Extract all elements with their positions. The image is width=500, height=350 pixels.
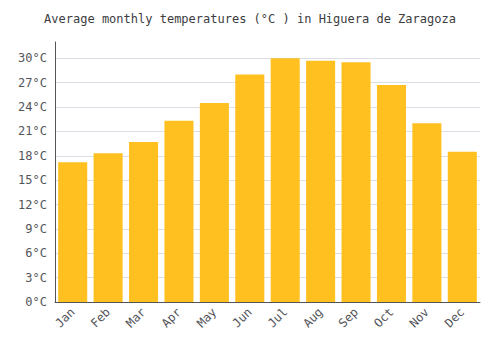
svg-text:Sep: Sep bbox=[336, 305, 361, 330]
svg-text:Apr: Apr bbox=[159, 305, 184, 330]
svg-text:9°C: 9°C bbox=[25, 222, 47, 236]
svg-text:24°C: 24°C bbox=[18, 100, 47, 114]
svg-text:May: May bbox=[194, 305, 219, 330]
svg-text:15°C: 15°C bbox=[18, 173, 47, 187]
svg-text:27°C: 27°C bbox=[18, 76, 47, 90]
svg-text:Feb: Feb bbox=[88, 305, 113, 330]
svg-text:Jul: Jul bbox=[265, 305, 290, 330]
svg-text:Nov: Nov bbox=[407, 305, 432, 330]
svg-text:3°C: 3°C bbox=[25, 271, 47, 285]
svg-text:Average monthly temperatures (: Average monthly temperatures (°C ) in Hi… bbox=[44, 12, 456, 26]
svg-text:0°C: 0°C bbox=[25, 295, 47, 309]
svg-text:Aug: Aug bbox=[300, 305, 325, 330]
svg-text:12°C: 12°C bbox=[18, 198, 47, 212]
svg-text:Jan: Jan bbox=[52, 305, 77, 330]
svg-text:18°C: 18°C bbox=[18, 149, 47, 163]
svg-text:Mar: Mar bbox=[123, 305, 148, 330]
svg-text:Jun: Jun bbox=[230, 305, 255, 330]
svg-text:30°C: 30°C bbox=[18, 51, 47, 65]
svg-text:Dec: Dec bbox=[442, 305, 467, 330]
svg-text:Oct: Oct bbox=[371, 305, 396, 330]
svg-text:21°C: 21°C bbox=[18, 124, 47, 138]
svg-text:6°C: 6°C bbox=[25, 246, 47, 260]
